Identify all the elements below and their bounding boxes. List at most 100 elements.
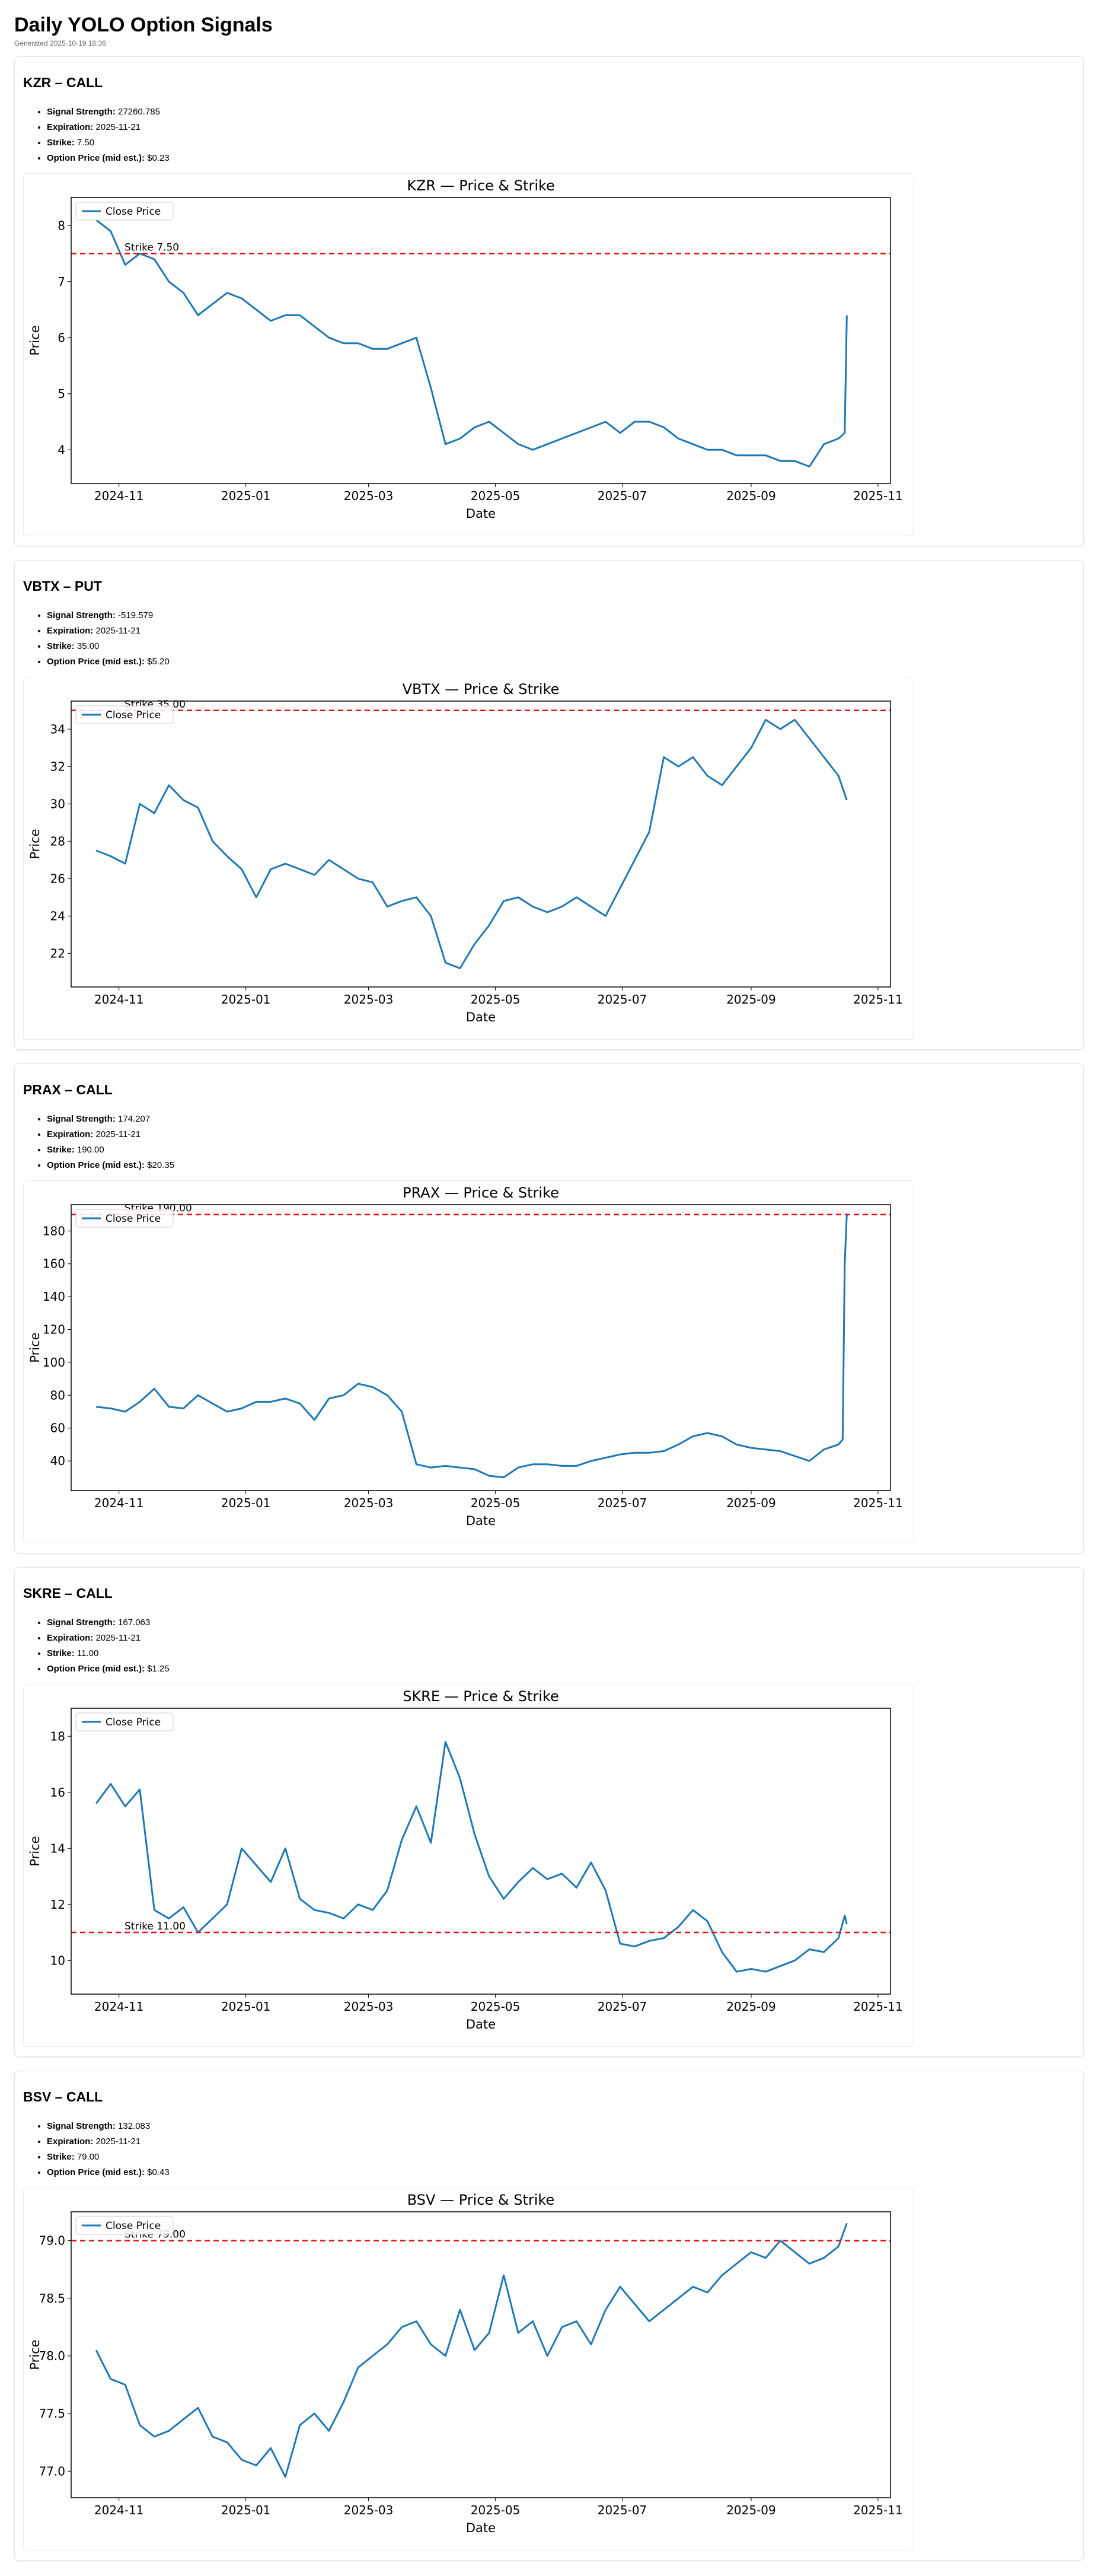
- chart-legend: Close Price: [75, 2216, 174, 2235]
- signal-details: Signal Strength: 27260.785Expiration: 20…: [23, 104, 170, 166]
- label-expiration: Expiration:: [47, 1633, 94, 1643]
- x-tick-label: 2024-11: [94, 992, 144, 1007]
- x-tick-label: 2024-11: [94, 489, 144, 503]
- detail-expiration: Expiration: 2025-11-21: [47, 1127, 174, 1142]
- chart-container: VBTX — Price & Strike 2024-11 2025-01 2025-…: [23, 677, 914, 1040]
- y-tick-label: 22: [50, 946, 65, 960]
- legend-label: Close Price: [106, 2220, 161, 2232]
- y-tick-label: 100: [43, 1355, 65, 1370]
- y-tick-label: 77.5: [39, 2406, 65, 2421]
- value-strike: 79.00: [76, 2152, 100, 2162]
- signal-heading: SKRE – CALL: [23, 1585, 113, 1601]
- label-strike: Strike:: [47, 1648, 75, 1658]
- legend-label: Close Price: [106, 1213, 161, 1225]
- signal-heading: BSV – CALL: [23, 2089, 103, 2104]
- y-tick-label: 4: [58, 442, 65, 457]
- x-tick-label: 2025-01: [221, 2503, 271, 2517]
- legend-box: [75, 705, 174, 724]
- detail-signal-strength: Signal Strength: 27260.785: [47, 104, 170, 120]
- signal-card: SKRE – CALL Signal Strength: 167.063 Expir…: [14, 1567, 1084, 2057]
- x-tick-label: 2025-11: [853, 489, 903, 503]
- plot-frame: [71, 1204, 891, 1491]
- detail-expiration: Expiration: 2025-11-21: [47, 2134, 170, 2150]
- y-tick-label: 120: [43, 1323, 65, 1337]
- y-tick-label: 12: [50, 1897, 65, 1912]
- label-signal-strength: Signal Strength:: [47, 1617, 116, 1628]
- x-tick-label: 2025-11: [853, 2503, 903, 2517]
- y-tick-label: 78.0: [39, 2349, 65, 2363]
- signal-card: VBTX – PUT Signal Strength: -519.579 Expir…: [14, 560, 1084, 1050]
- x-tick-label: 2025-03: [344, 1496, 394, 1510]
- label-expiration: Expiration:: [47, 626, 94, 636]
- close-price-series: [95, 1214, 848, 1479]
- detail-signal-strength: Signal Strength: 174.207: [47, 1112, 174, 1127]
- y-tick-label: 180: [43, 1224, 65, 1238]
- detail-option-price: Option Price (mid est.): $0.43: [47, 2165, 170, 2180]
- chart-container: SKRE — Price & Strike 2024-11 2025-01 2025-…: [23, 1684, 914, 2047]
- x-tick-label: 2025-11: [853, 1496, 903, 1510]
- signal-details: Signal Strength: 132.083Expiration: 2025…: [23, 2119, 170, 2180]
- value-option-price: $1.25: [147, 1664, 170, 1674]
- value-signal-strength: 132.083: [118, 2121, 151, 2131]
- close-price-series: [95, 219, 848, 468]
- x-tick-label: 2025-11: [853, 992, 903, 1007]
- y-tick-label: 8: [58, 218, 65, 233]
- legend-label: Close Price: [106, 709, 161, 721]
- detail-expiration: Expiration: 2025-11-21: [47, 1631, 170, 1646]
- x-axis-label: Date: [466, 2521, 496, 2535]
- label-option-price: Option Price (mid est.):: [47, 657, 145, 667]
- legend-label: Close Price: [106, 206, 161, 218]
- y-axis-label: Price: [28, 829, 42, 859]
- chart-title: VBTX — Price & Strike: [403, 681, 560, 698]
- detail-strike: Strike: 7.50: [47, 135, 170, 151]
- signal-details: Signal Strength: 167.063 Expiration: 2025…: [23, 1615, 170, 1677]
- chart-legend: Close Price: [75, 1712, 174, 1731]
- strike-label: Strike 7.50: [125, 242, 179, 254]
- label-signal-strength: Signal Strength:: [47, 1114, 116, 1124]
- x-tick-label: 2025-01: [221, 1496, 271, 1510]
- value-signal-strength: -519.579: [118, 610, 154, 620]
- x-tick-label: 2024-11: [94, 2503, 144, 2517]
- x-tick-label: 2025-03: [344, 1999, 394, 2014]
- detail-option-price: Option Price (mid est.): $5.20: [47, 654, 170, 670]
- label-option-price: Option Price (mid est.):: [47, 2167, 145, 2177]
- label-strike: Strike:: [47, 641, 75, 651]
- x-tick-label: 2025-05: [471, 1496, 521, 1510]
- value-option-price: $0.43: [147, 2167, 170, 2177]
- detail-strike: Strike: 35.00: [47, 639, 170, 654]
- x-tick-label: 2025-05: [471, 1999, 521, 2014]
- y-tick-label: 7: [58, 275, 65, 289]
- close-price-series: [95, 719, 848, 969]
- value-signal-strength: 167.063: [118, 1617, 151, 1628]
- x-tick-label: 2024-11: [94, 1496, 144, 1510]
- value-option-price: $0.23: [147, 153, 170, 163]
- x-tick-label: 2025-03: [344, 2503, 394, 2517]
- detail-expiration: Expiration: 2025-11-21: [47, 623, 170, 639]
- y-axis-label: Price: [28, 1332, 42, 1362]
- x-tick-label: 2025-01: [221, 489, 271, 503]
- y-axis-label: Price: [28, 325, 42, 355]
- generated-timestamp: Generated 2025-10-19 18:36: [14, 39, 106, 47]
- signal-heading: VBTX – PUT: [23, 578, 102, 594]
- value-option-price: $20.35: [147, 1160, 175, 1170]
- value-option-price: $5.20: [147, 657, 170, 667]
- label-option-price: Option Price (mid est.):: [47, 1160, 145, 1170]
- value-signal-strength: 174.207: [118, 1114, 151, 1124]
- detail-signal-strength: Signal Strength: 132.083: [47, 2119, 170, 2134]
- y-axis-label: Price: [28, 2339, 42, 2370]
- y-tick-label: 24: [50, 909, 65, 923]
- x-axis-label: Date: [466, 507, 496, 521]
- value-expiration: 2025-11-21: [95, 122, 141, 132]
- detail-strike: Strike: 79.00: [47, 2150, 170, 2165]
- label-signal-strength: Signal Strength:: [47, 610, 116, 620]
- legend-box: [75, 1712, 174, 1731]
- plot-frame: [71, 2211, 891, 2498]
- legend-box: [75, 202, 174, 221]
- x-tick-label: 2025-09: [726, 489, 776, 503]
- y-tick-label: 16: [50, 1785, 65, 1800]
- value-expiration: 2025-11-21: [95, 1129, 141, 1139]
- detail-option-price: Option Price (mid est.): $20.35: [47, 1158, 174, 1173]
- x-tick-label: 2025-07: [598, 2503, 647, 2517]
- value-signal-strength: 27260.785: [118, 107, 160, 117]
- label-expiration: Expiration:: [47, 2136, 94, 2147]
